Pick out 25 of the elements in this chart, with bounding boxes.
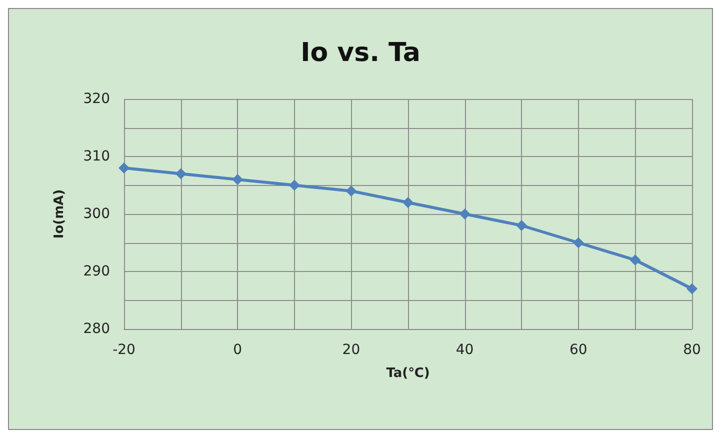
x-tick-label: 80 — [683, 342, 701, 358]
x-tick-label: 0 — [233, 342, 242, 358]
point — [459, 208, 470, 220]
y-axis-title: Io(mA) — [52, 189, 67, 239]
point — [630, 254, 641, 266]
x-tick-label: 60 — [569, 342, 588, 358]
y-tick-label: 280 — [83, 321, 110, 337]
x-tick-label: -20 — [112, 342, 136, 358]
point — [402, 197, 414, 208]
point — [572, 237, 584, 248]
point — [346, 186, 357, 196]
x-tick-label: 20 — [342, 342, 360, 358]
point — [118, 162, 130, 174]
x-axis-title: Ta(℃) — [386, 366, 430, 381]
point — [175, 168, 186, 180]
point — [516, 220, 528, 231]
y-tick-label: 290 — [83, 264, 110, 280]
chart-title: Io vs. Ta — [300, 38, 420, 68]
point — [232, 174, 244, 185]
x-tick-label: 40 — [456, 342, 474, 358]
point — [288, 180, 300, 191]
y-tick-label: 320 — [83, 91, 110, 107]
y-tick-label: 310 — [83, 148, 110, 164]
point — [686, 283, 698, 294]
y-tick-label: 300 — [83, 206, 110, 222]
